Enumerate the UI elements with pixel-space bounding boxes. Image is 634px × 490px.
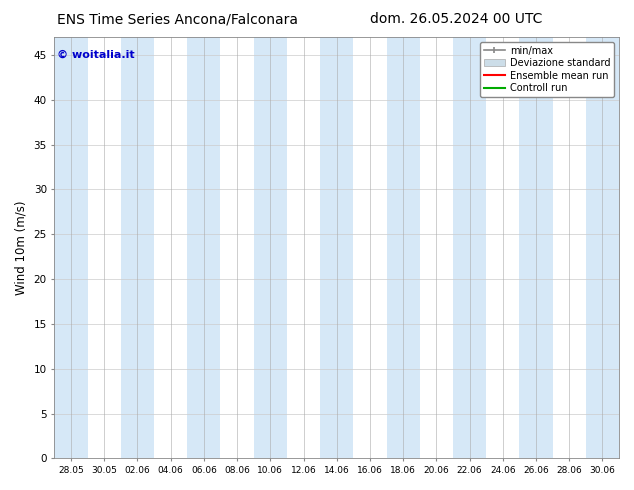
Bar xyxy=(187,37,221,458)
Bar xyxy=(254,37,287,458)
Text: © woitalia.it: © woitalia.it xyxy=(57,49,135,60)
Bar xyxy=(320,37,353,458)
Text: ENS Time Series Ancona/Falconara: ENS Time Series Ancona/Falconara xyxy=(57,12,298,26)
Bar xyxy=(55,37,87,458)
Bar xyxy=(387,37,420,458)
Bar xyxy=(586,37,619,458)
Bar xyxy=(519,37,553,458)
Text: dom. 26.05.2024 00 UTC: dom. 26.05.2024 00 UTC xyxy=(370,12,543,26)
Y-axis label: Wind 10m (m/s): Wind 10m (m/s) xyxy=(15,200,28,295)
Legend: min/max, Deviazione standard, Ensemble mean run, Controll run: min/max, Deviazione standard, Ensemble m… xyxy=(479,42,614,97)
Bar xyxy=(121,37,154,458)
Bar xyxy=(453,37,486,458)
